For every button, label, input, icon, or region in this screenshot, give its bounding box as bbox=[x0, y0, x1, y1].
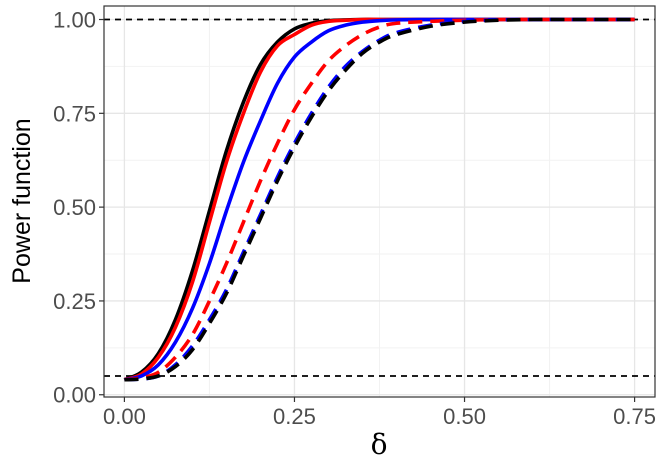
y-axis-ticks: 0.00 0.25 0.50 0.75 1.00 bbox=[53, 8, 104, 408]
x-axis-title: δ bbox=[371, 428, 388, 461]
series-line-5 bbox=[124, 17, 635, 382]
x-axis-ticks: 0.00 0.25 0.50 0.75 bbox=[103, 397, 656, 429]
series-layer bbox=[123, 17, 635, 382]
series-line-3 bbox=[124, 17, 635, 382]
y-tick-label-4: 1.00 bbox=[53, 8, 96, 33]
plot-border bbox=[103, 5, 656, 398]
y-tick-label-1: 0.25 bbox=[53, 289, 96, 314]
x-tick-label-2: 0.50 bbox=[443, 404, 486, 429]
x-tick-label-3: 0.75 bbox=[613, 404, 656, 429]
x-tick-label-1: 0.25 bbox=[273, 404, 316, 429]
y-axis-title: Power function bbox=[8, 118, 36, 283]
x-tick-label-0: 0.00 bbox=[103, 404, 146, 429]
y-tick-label-0: 0.00 bbox=[53, 383, 96, 408]
series-line-4 bbox=[124, 17, 635, 382]
y-tick-label-2: 0.50 bbox=[53, 195, 96, 220]
y-tick-label-3: 0.75 bbox=[53, 101, 96, 126]
